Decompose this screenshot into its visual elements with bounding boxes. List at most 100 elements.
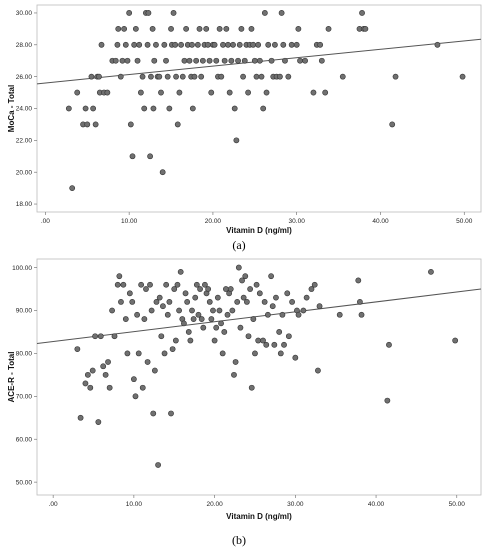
data-point [191,73,198,80]
data-point [226,89,233,96]
data-point [114,281,121,288]
data-point [389,121,396,128]
data-point [158,89,164,96]
data-point [308,286,315,292]
data-point [150,410,157,417]
data-point [192,294,199,301]
data-point [227,286,234,292]
y-tick-label: 20.00 [16,169,33,176]
data-point [251,57,258,64]
data-point [124,57,131,64]
data-point [261,299,268,305]
data-point [178,41,184,48]
data-point [189,105,196,112]
data-point [273,294,279,301]
data-point [428,268,434,275]
data-point [92,333,99,340]
data-point [261,10,268,16]
data-point [228,57,235,64]
data-point [233,137,240,144]
data-point [235,57,241,64]
data-point [74,346,81,353]
data-point [210,307,216,314]
data-point [145,10,152,16]
y-tick-label: 80.00 [16,351,33,358]
data-point [303,294,310,301]
data-point [96,73,102,80]
data-point [112,57,119,64]
data-point [221,329,228,335]
x-tick-label: 30.00 [289,218,306,225]
data-point [172,337,179,344]
data-point [166,105,173,112]
data-point [105,359,111,365]
y-tick-label: 26.00 [16,74,33,81]
data-point [213,324,220,331]
data-point [168,25,174,32]
data-point [150,105,157,112]
data-point [224,311,231,318]
data-point [260,105,267,112]
data-point [141,316,148,322]
data-point [184,299,191,305]
data-point [317,41,324,48]
data-point [132,25,139,32]
data-point [100,363,107,370]
data-point [186,57,193,64]
data-point [277,73,283,80]
data-point [148,73,154,80]
data-point [230,41,236,48]
data-point [311,281,318,288]
data-point [89,367,96,374]
data-point [245,89,252,96]
data-point [156,73,163,80]
data-point [185,329,192,335]
y-tick-label: 60.00 [16,436,33,443]
data-point [276,329,283,335]
data-point [102,371,109,378]
data-point [357,299,363,305]
data-point [163,57,169,64]
data-point [284,290,291,297]
data-point [176,89,183,96]
data-point [269,303,276,310]
data-point [214,294,221,301]
y-tick-label: 22.00 [16,138,33,145]
data-point [459,73,466,80]
data-point [339,73,346,80]
x-axis-label: Vitamin D (ng/ml) [226,512,292,521]
y-tick-label: 28.00 [16,42,33,49]
data-point [260,337,266,344]
data-point [242,273,249,280]
data-point [82,105,89,112]
data-point [144,41,151,48]
data-point [302,57,308,64]
data-point [163,281,170,288]
data-point [355,277,362,284]
data-point [208,89,215,96]
data-point [239,277,245,284]
x-tick-label: 20.00 [205,218,222,225]
data-point [74,89,81,96]
data-point [153,299,160,305]
data-point [147,281,153,288]
data-point [69,185,76,192]
data-point [119,57,126,64]
data-point [202,281,208,288]
data-point [129,153,136,160]
data-point [161,350,168,357]
x-tick-label: 40.00 [368,501,385,508]
data-point [139,384,146,391]
data-point [256,57,263,64]
data-point [263,341,270,348]
y-tick-label: 70.00 [16,394,33,401]
data-point [137,89,144,96]
data-point [193,57,200,64]
data-point [111,333,118,340]
data-point [189,307,195,314]
data-point [143,286,149,292]
data-point [151,57,158,64]
data-point [164,73,171,80]
data-point [285,333,292,340]
